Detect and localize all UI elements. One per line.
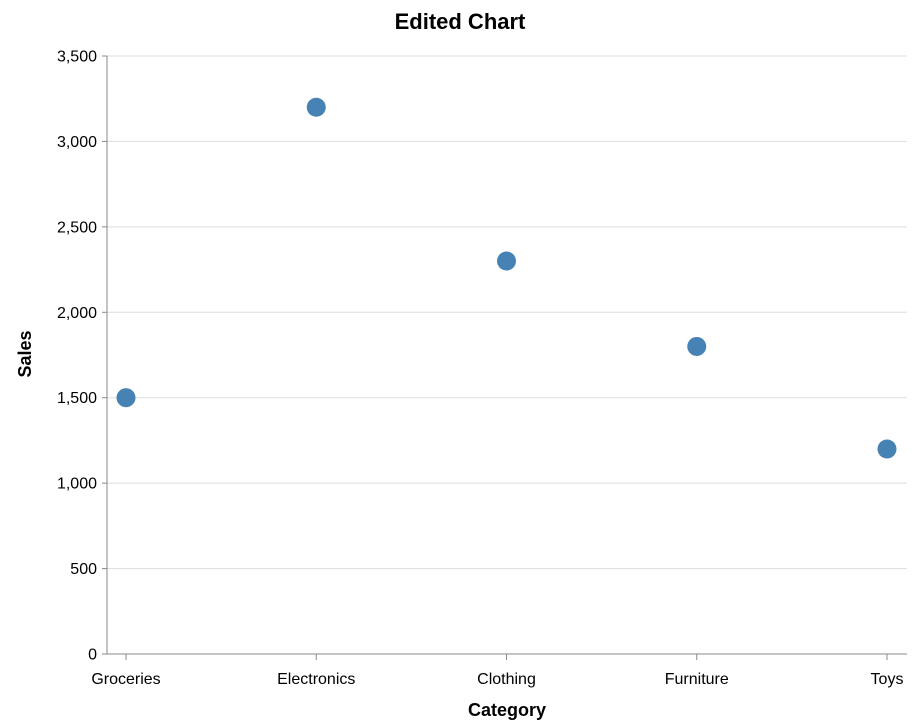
y-axis-title: Sales <box>15 330 35 377</box>
y-axis: 0 500 1,000 1,500 2,000 2,500 3,000 3,500 <box>57 49 108 664</box>
y-tick-label: 1,500 <box>57 390 97 407</box>
x-tick-label: Toys <box>871 671 904 688</box>
chart-title: Edited Chart <box>395 9 526 34</box>
y-tick-label: 0 <box>88 647 97 664</box>
y-tick-label: 3,000 <box>57 134 97 151</box>
data-point <box>306 97 326 117</box>
data-points <box>116 97 897 459</box>
data-point <box>116 388 136 408</box>
x-axis-title: Category <box>468 700 546 720</box>
x-tick-label: Furniture <box>665 671 729 688</box>
y-tick-label: 3,500 <box>57 49 97 66</box>
data-point <box>687 336 707 356</box>
x-tick-label: Clothing <box>477 671 536 688</box>
x-axis: Groceries Electronics Clothing Furniture Toy… <box>91 653 907 688</box>
y-tick-label: 1,000 <box>57 476 97 493</box>
y-tick-label: 500 <box>70 561 97 578</box>
grid-lines <box>107 55 907 655</box>
x-tick-label: Electronics <box>277 671 355 688</box>
y-tick-label: 2,500 <box>57 219 97 236</box>
data-point <box>877 439 897 459</box>
y-tick-label: 2,000 <box>57 305 97 322</box>
data-point <box>497 251 516 271</box>
x-tick-label: Groceries <box>91 671 160 688</box>
